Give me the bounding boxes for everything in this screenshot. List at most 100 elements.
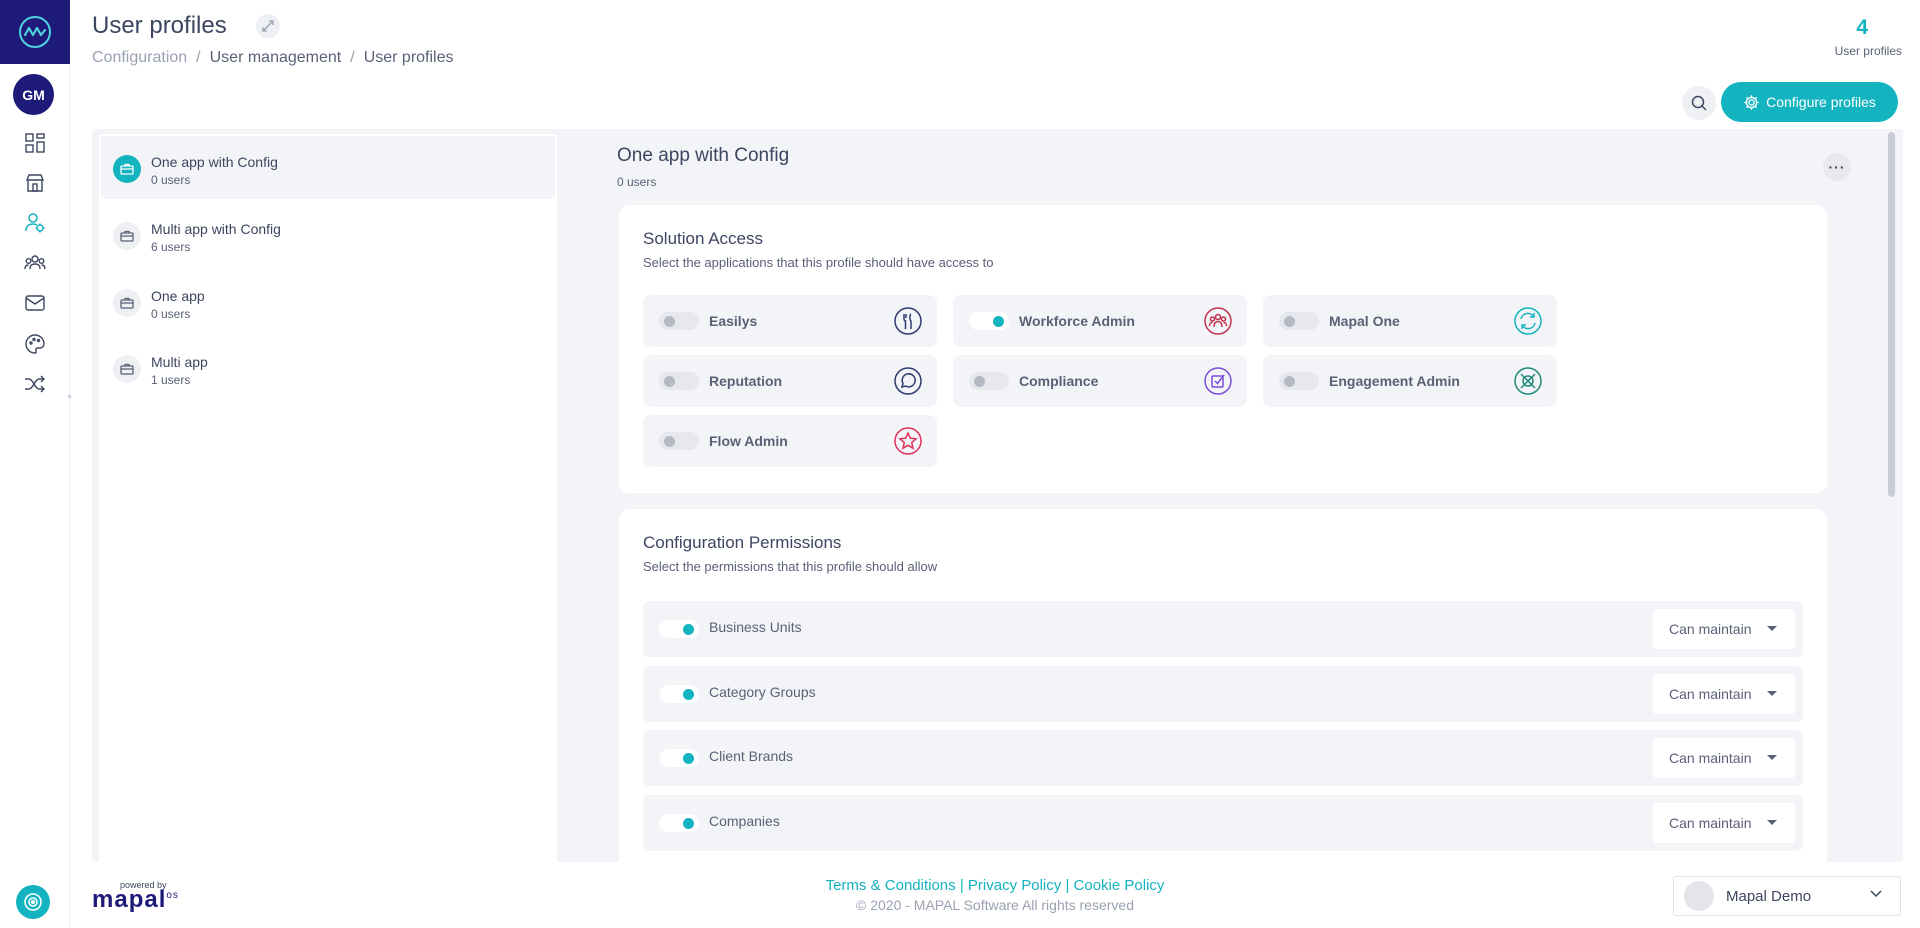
app-tile-workforce-admin: Workforce Admin	[953, 295, 1247, 347]
rail-collapse-handle[interactable]	[68, 395, 71, 398]
permission-level-select[interactable]: Can maintain	[1653, 609, 1795, 649]
nav-appearance[interactable]	[0, 324, 70, 364]
nav-dashboard[interactable]	[0, 123, 70, 163]
profile-item[interactable]: Multi app with Config 6 users	[101, 203, 555, 266]
app-logo[interactable]	[0, 0, 70, 64]
configure-profiles-label: Configure profiles	[1766, 94, 1876, 110]
app-toggle[interactable]	[659, 372, 699, 390]
permission-toggle[interactable]	[659, 620, 699, 638]
nav-rail: GM	[0, 0, 71, 928]
app-toggle[interactable]	[659, 432, 699, 450]
link-separator: |	[1065, 877, 1070, 894]
settings-button[interactable]	[16, 885, 50, 919]
permission-row-business-units: Business Units Can maintain	[643, 601, 1803, 657]
nav-messages[interactable]	[0, 283, 70, 323]
app-label: Engagement Admin	[1329, 373, 1460, 389]
app-label: Compliance	[1019, 373, 1099, 389]
permission-level-select[interactable]: Can maintain	[1653, 674, 1795, 714]
permission-row-companies: Companies Can maintain	[643, 795, 1803, 851]
user-gear-icon	[25, 213, 45, 233]
checkbox-icon	[1204, 367, 1232, 395]
people-icon	[1204, 307, 1232, 335]
app-toggle[interactable]	[969, 372, 1009, 390]
app-tile-mapal-one: Mapal One	[1263, 295, 1557, 347]
brand-name: mapal	[92, 886, 167, 913]
cookie-link[interactable]: Cookie Policy	[1073, 877, 1165, 894]
privacy-link[interactable]: Privacy Policy	[967, 877, 1062, 894]
content-scrollbar[interactable]	[1888, 132, 1895, 497]
profile-users: 0 users	[151, 307, 191, 321]
profile-icon-wrap	[113, 289, 141, 317]
caret-down-icon	[1767, 755, 1777, 760]
compass-icon	[1514, 367, 1542, 395]
account-switcher[interactable]: Mapal Demo	[1673, 876, 1901, 916]
permission-level-select[interactable]: Can maintain	[1653, 738, 1795, 778]
app-toggle[interactable]	[1279, 312, 1319, 330]
powered-by-text: powered by	[120, 880, 167, 890]
configure-profiles-button[interactable]: Configure profiles	[1721, 82, 1898, 122]
link-separator: |	[959, 877, 964, 894]
team-icon	[24, 255, 46, 270]
profile-item[interactable]: One app with Config 0 users	[101, 136, 555, 199]
permission-label: Business Units	[709, 619, 802, 635]
profile-item[interactable]: One app 0 users	[101, 270, 555, 333]
expand-button[interactable]	[256, 14, 280, 38]
solution-access-subtitle: Select the applications that this profil…	[643, 255, 994, 270]
expand-arrows-icon	[262, 20, 274, 32]
dashboard-icon	[25, 133, 45, 153]
profile-name: One app with Config	[151, 154, 278, 170]
user-avatar[interactable]: GM	[13, 74, 54, 115]
app-tile-reputation: Reputation	[643, 355, 937, 407]
permission-toggle[interactable]	[659, 814, 699, 832]
briefcase-icon	[120, 363, 134, 375]
solution-access-title: Solution Access	[643, 229, 764, 248]
breadcrumb-configuration[interactable]: Configuration	[92, 49, 188, 66]
app-toggle[interactable]	[1279, 372, 1319, 390]
permission-row-client-brands: Client Brands Can maintain	[643, 730, 1803, 786]
permission-level-value: Can maintain	[1669, 686, 1752, 702]
content-area: One app with Config 0 users Multi app wi…	[92, 129, 1903, 889]
page-title: User profiles	[92, 12, 227, 39]
permission-toggle[interactable]	[659, 685, 699, 703]
breadcrumb-user-management[interactable]: User management	[209, 49, 342, 66]
profile-icon-wrap	[113, 222, 141, 250]
caret-down-icon	[1767, 691, 1777, 696]
chat-bubble-icon	[894, 367, 922, 395]
app-tile-engagement-admin: Engagement Admin	[1263, 355, 1557, 407]
caret-down-icon	[1767, 820, 1777, 825]
app-label: Easilys	[709, 313, 758, 329]
profile-count: 4 User profiles	[1782, 16, 1902, 58]
nav-teams[interactable]	[0, 243, 70, 283]
breadcrumb-user-profiles: User profiles	[363, 49, 454, 66]
nav-user-config[interactable]	[0, 203, 70, 243]
mail-icon	[25, 295, 45, 311]
permission-label: Category Groups	[709, 684, 816, 700]
breadcrumb-separator: /	[350, 49, 355, 66]
profile-users: 0 users	[151, 173, 191, 187]
nav-integrations[interactable]	[0, 364, 70, 404]
briefcase-icon	[120, 163, 134, 175]
permission-level-select[interactable]: Can maintain	[1653, 803, 1795, 843]
permission-toggle[interactable]	[659, 749, 699, 767]
powered-by-logo: powered by mapalos	[92, 880, 179, 914]
profile-users: 1 users	[151, 373, 191, 387]
search-button[interactable]	[1682, 86, 1716, 120]
profile-item[interactable]: Multi app 1 users	[101, 336, 555, 399]
breadcrumb: Configuration / User management / User profi…	[92, 49, 454, 67]
star-icon	[894, 427, 922, 455]
nav-stores[interactable]	[0, 163, 70, 203]
permission-label: Companies	[709, 813, 780, 829]
permission-level-value: Can maintain	[1669, 621, 1752, 637]
profile-icon-wrap	[113, 155, 141, 183]
app-toggle[interactable]	[659, 312, 699, 330]
app-toggle[interactable]	[969, 312, 1009, 330]
configuration-permissions-title: Configuration Permissions	[643, 533, 842, 552]
terms-link[interactable]: Terms & Conditions	[825, 877, 956, 894]
profile-icon-wrap	[113, 355, 141, 383]
app-tile-flow-admin: Flow Admin	[643, 415, 937, 467]
app-label: Workforce Admin	[1019, 313, 1135, 329]
more-options-button[interactable]: ···	[1823, 153, 1851, 181]
footer-links: Terms & Conditions | Privacy Policy | Co…	[70, 877, 1920, 894]
app-tile-compliance: Compliance	[953, 355, 1247, 407]
briefcase-icon	[120, 297, 134, 309]
